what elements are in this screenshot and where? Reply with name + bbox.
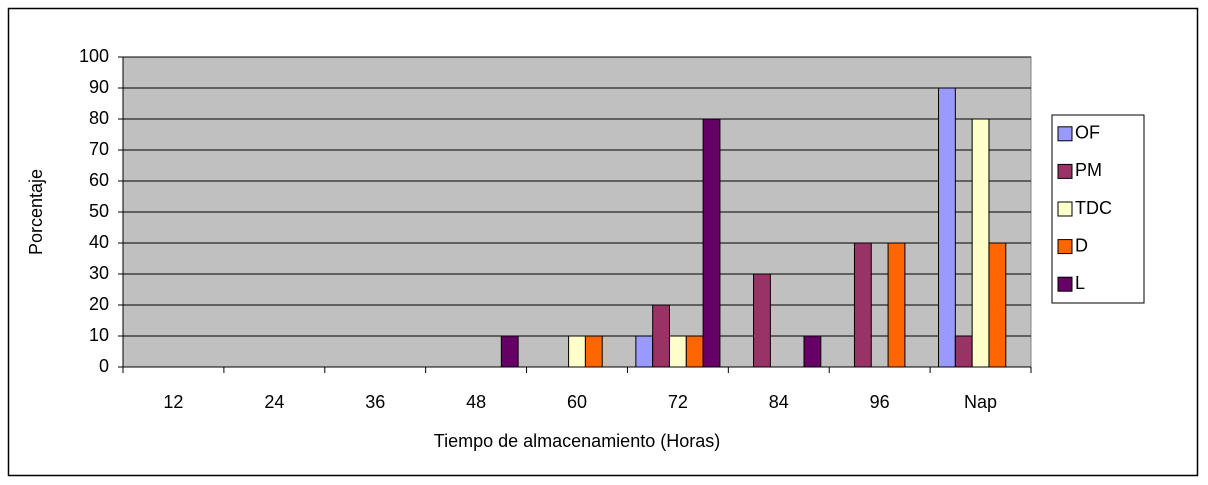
bar [954, 335, 973, 368]
bar [938, 87, 956, 368]
bar [568, 335, 586, 368]
y-axis-title: Porcentaje [26, 169, 46, 255]
bar [500, 335, 519, 368]
bar [803, 335, 822, 368]
bar [635, 335, 654, 368]
legend-label: TDC [1075, 198, 1112, 218]
y-tick-label: 30 [89, 263, 109, 283]
y-tick-label: 80 [89, 108, 109, 128]
x-tick-label: 24 [264, 392, 284, 412]
y-tick-label: 20 [89, 294, 109, 314]
bar [668, 335, 687, 368]
y-tick-label: 40 [89, 232, 109, 252]
legend-label: L [1075, 273, 1085, 293]
legend-label: OF [1075, 123, 1100, 143]
y-tick-label: 60 [89, 170, 109, 190]
legend-label: D [1075, 235, 1088, 255]
legend-label: PM [1075, 160, 1102, 180]
legend-swatch [1057, 163, 1073, 179]
legend-swatch [1057, 276, 1073, 292]
bar [853, 242, 872, 368]
x-tick-label: 96 [870, 392, 890, 412]
bar [702, 118, 721, 368]
y-tick-label: 70 [89, 139, 109, 159]
legend-swatch [1057, 126, 1073, 142]
bar [753, 273, 771, 368]
x-tick-label: 84 [769, 392, 789, 412]
legend-swatch [1057, 201, 1073, 217]
x-tick-label: 36 [365, 392, 385, 412]
x-tick-label: 72 [668, 392, 688, 412]
x-axis-title: Tiempo de almacenamiento (Horas) [434, 431, 720, 451]
legend-swatch [1057, 239, 1073, 255]
bar [971, 118, 990, 368]
bar [652, 304, 670, 368]
x-tick-label: 48 [466, 392, 486, 412]
y-tick-label: 100 [79, 46, 109, 66]
bar [887, 242, 906, 368]
y-tick-label: 90 [89, 77, 109, 97]
bar [584, 335, 603, 368]
x-tick-label: 12 [163, 392, 183, 412]
x-tick-label: Nap [964, 392, 997, 412]
bar [685, 335, 704, 368]
x-tick-label: 60 [567, 392, 587, 412]
y-tick-label: 10 [89, 325, 109, 345]
y-tick-label: 50 [89, 201, 109, 221]
bar [988, 242, 1007, 368]
y-tick-label: 0 [99, 356, 109, 376]
